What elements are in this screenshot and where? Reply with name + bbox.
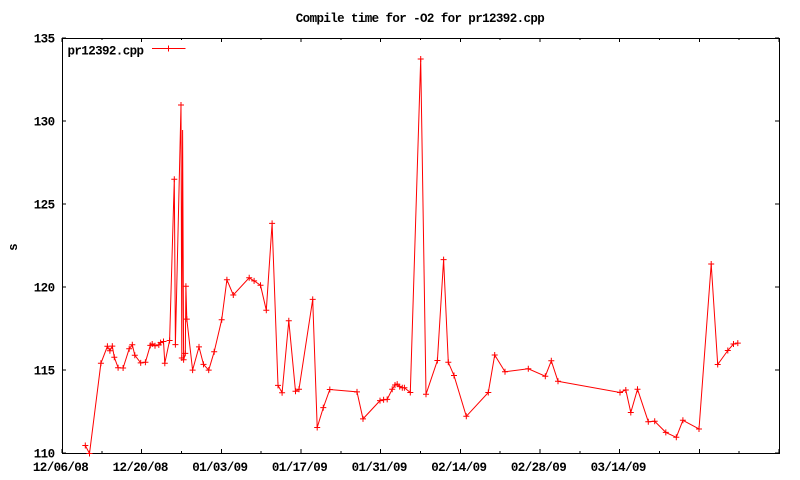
- svg-text:130: 130: [34, 116, 55, 130]
- svg-text:01/17/09: 01/17/09: [272, 461, 327, 475]
- svg-text:Compile time for -O2 for pr123: Compile time for -O2 for pr12392.cpp: [296, 12, 545, 26]
- svg-text:03/14/09: 03/14/09: [591, 461, 646, 475]
- svg-text:01/31/09: 01/31/09: [352, 461, 407, 475]
- svg-text:110: 110: [34, 448, 55, 462]
- svg-text:pr12392.cpp: pr12392.cpp: [68, 44, 144, 58]
- svg-text:125: 125: [34, 199, 55, 213]
- svg-text:115: 115: [34, 365, 55, 379]
- svg-text:02/28/09: 02/28/09: [511, 461, 566, 475]
- svg-text:01/03/09: 01/03/09: [192, 461, 247, 475]
- svg-text:12/06/08: 12/06/08: [33, 461, 88, 475]
- svg-text:12/20/08: 12/20/08: [113, 461, 168, 475]
- svg-text:120: 120: [34, 282, 55, 296]
- svg-text:s: s: [7, 244, 21, 251]
- svg-text:02/14/09: 02/14/09: [431, 461, 486, 475]
- svg-text:135: 135: [34, 33, 55, 47]
